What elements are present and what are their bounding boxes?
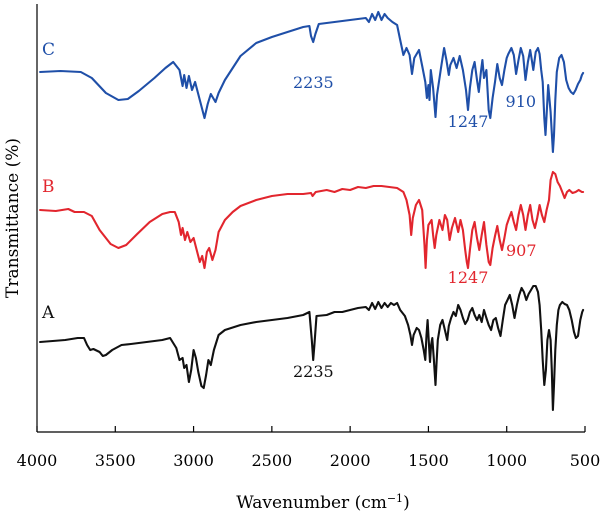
- x-tick-label: 4000: [17, 451, 58, 470]
- axes: 4000 3500 3000 2500 2000 1500 1000 500: [17, 4, 600, 470]
- series-line-A: [39, 284, 585, 412]
- x-axis-title: Wavenumber (cm−1): [236, 492, 409, 514]
- peak-annotation-C-1247: 1247: [448, 112, 489, 131]
- peak-annotation-C-2235: 2235: [293, 73, 334, 92]
- series-label-A: A: [41, 303, 55, 323]
- x-tick-label: 2000: [330, 451, 371, 470]
- plot-area: [39, 10, 585, 412]
- peak-annotation-B-907: 907: [506, 241, 537, 260]
- series-label-C: C: [42, 40, 55, 60]
- x-tick-label: 3000: [173, 451, 214, 470]
- x-tick-label: 500: [570, 451, 600, 470]
- series-label-B: B: [42, 177, 55, 197]
- y-axis-title: Transmittance (%): [3, 138, 23, 298]
- series-line-C: [39, 10, 585, 154]
- series-line-B: [39, 170, 585, 270]
- x-tick-label: 1000: [486, 451, 527, 470]
- x-tick-label: 2500: [251, 451, 292, 470]
- labels-layer: Wavenumber (cm−1) Transmittance (%) C B A 223…: [3, 40, 537, 513]
- x-tick-label: 3500: [95, 451, 136, 470]
- peak-annotation-C-910: 910: [506, 92, 537, 111]
- x-tick-label: 1500: [408, 451, 449, 470]
- peak-annotation-B-1247: 1247: [448, 268, 489, 287]
- peak-annotation-A-2235: 2235: [293, 362, 334, 381]
